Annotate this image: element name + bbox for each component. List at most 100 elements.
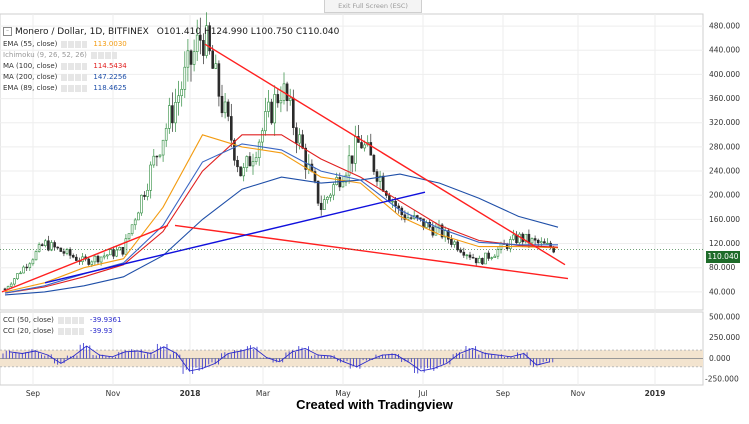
cci-settings-icon[interactable]	[57, 327, 84, 335]
candle-body	[539, 241, 543, 244]
candles	[3, 12, 556, 290]
candle-body	[183, 66, 187, 90]
candle-body	[456, 241, 459, 251]
candle-body	[440, 224, 444, 238]
candle-body	[477, 257, 481, 264]
candle-body	[326, 196, 329, 200]
candle-body	[322, 199, 326, 210]
candle-body	[223, 101, 227, 114]
indicator-value: 113.0030	[93, 40, 127, 48]
y-tick-label: 160.000	[709, 215, 740, 224]
candle-body	[205, 25, 208, 56]
indicator-value: 114.5434	[93, 62, 127, 70]
candle-body	[93, 255, 97, 263]
indicator-label: MA (200, close)	[3, 73, 58, 81]
candle-body	[450, 238, 453, 245]
candle-body	[471, 257, 475, 259]
candle-body	[493, 255, 497, 258]
candle-body	[87, 258, 90, 265]
candle-body	[133, 219, 137, 226]
indicator-settings-icon[interactable]	[61, 84, 88, 92]
candle-body	[130, 224, 134, 234]
candle-body	[236, 159, 239, 168]
exit-fullscreen-button[interactable]: Exit Full Screen (ESC)	[324, 0, 422, 13]
candle-body	[465, 254, 469, 257]
candle-body	[16, 273, 19, 280]
cci-settings-icon[interactable]	[57, 316, 84, 324]
candle-body	[279, 100, 283, 104]
y-tick-label: 80.000	[709, 263, 735, 272]
indicator-legend-ema89[interactable]: EMA (89, close) 118.4625	[3, 83, 127, 94]
ma-line-1	[4, 134, 559, 293]
candle-body	[245, 156, 249, 168]
candle-body	[533, 238, 537, 241]
indicator-legend-ma200[interactable]: MA (200, close) 147.2256	[3, 72, 127, 83]
candle-body	[496, 249, 500, 257]
candle-body	[295, 127, 298, 144]
candle-body	[220, 95, 224, 114]
indicator-label: Ichimoku (9, 26, 52, 26)	[3, 51, 87, 59]
candle-body	[217, 63, 221, 97]
candle-body	[43, 240, 47, 246]
candle-body	[316, 180, 320, 204]
candle-body	[335, 177, 339, 185]
collapse-icon[interactable]: –	[3, 27, 12, 36]
candle-body	[3, 288, 7, 290]
candle-body	[484, 252, 487, 265]
candle-body	[174, 102, 177, 124]
ma-line-2	[4, 134, 559, 294]
candle-body	[419, 217, 422, 220]
candle-body	[9, 283, 13, 287]
cci-legend-50[interactable]: CCI (50, close) -39.9361	[3, 315, 121, 326]
indicator-settings-icon[interactable]	[61, 73, 88, 81]
candle-body	[71, 255, 75, 258]
candle-body	[468, 254, 472, 258]
candle-body	[189, 50, 193, 65]
candle-body	[118, 247, 121, 251]
candle-body	[391, 200, 394, 203]
cci-tick-label: 0.000	[709, 354, 731, 363]
candle-body	[543, 241, 546, 244]
candle-body	[285, 83, 289, 102]
candle-body	[481, 257, 484, 265]
candle-body	[158, 154, 162, 157]
trendline-upper	[204, 43, 566, 266]
indicator-settings-icon[interactable]	[61, 40, 88, 48]
candle-body	[121, 247, 125, 255]
candle-body	[490, 257, 494, 259]
candle-body	[180, 88, 183, 97]
y-tick-label: 360.000	[709, 94, 740, 103]
cci-legend-20[interactable]: CCI (20, close) -39.93	[3, 326, 113, 337]
candle-body	[350, 155, 354, 164]
y-tick-label: 480.000	[709, 22, 740, 31]
candle-body	[155, 155, 159, 158]
candle-body	[267, 101, 270, 112]
indicator-legend-ema55[interactable]: EMA (55, close) 113.0030	[3, 39, 127, 50]
candle-body	[28, 263, 32, 269]
candle-body	[251, 161, 255, 167]
candle-body	[192, 51, 196, 65]
candle-body	[65, 249, 69, 254]
x-tick-label: Nov	[106, 389, 121, 398]
candle-body	[202, 40, 205, 56]
indicator-legend-ma100[interactable]: MA (100, close) 114.5434	[3, 61, 127, 72]
cci-tick-label: -250.000	[705, 375, 739, 384]
candle-body	[536, 239, 540, 244]
candle-body	[90, 261, 94, 265]
trendline-support	[44, 191, 426, 284]
candle-body	[403, 214, 407, 220]
candle-body	[124, 238, 128, 255]
indicator-settings-icon[interactable]	[61, 62, 88, 70]
candle-body	[75, 256, 78, 261]
candle-body	[152, 155, 156, 166]
symbol-title: Monero / Dollar, 1D, BITFINEX	[15, 27, 149, 37]
candle-body	[137, 212, 140, 221]
indicator-legend-ichimoku[interactable]: Ichimoku (9, 26, 52, 26)	[3, 50, 121, 61]
candle-body	[25, 266, 29, 269]
candle-body	[524, 233, 528, 243]
candle-body	[248, 156, 252, 167]
x-tick-label: 2019	[645, 389, 666, 398]
indicator-label: EMA (55, close)	[3, 40, 58, 48]
indicator-settings-icon[interactable]	[90, 51, 117, 59]
